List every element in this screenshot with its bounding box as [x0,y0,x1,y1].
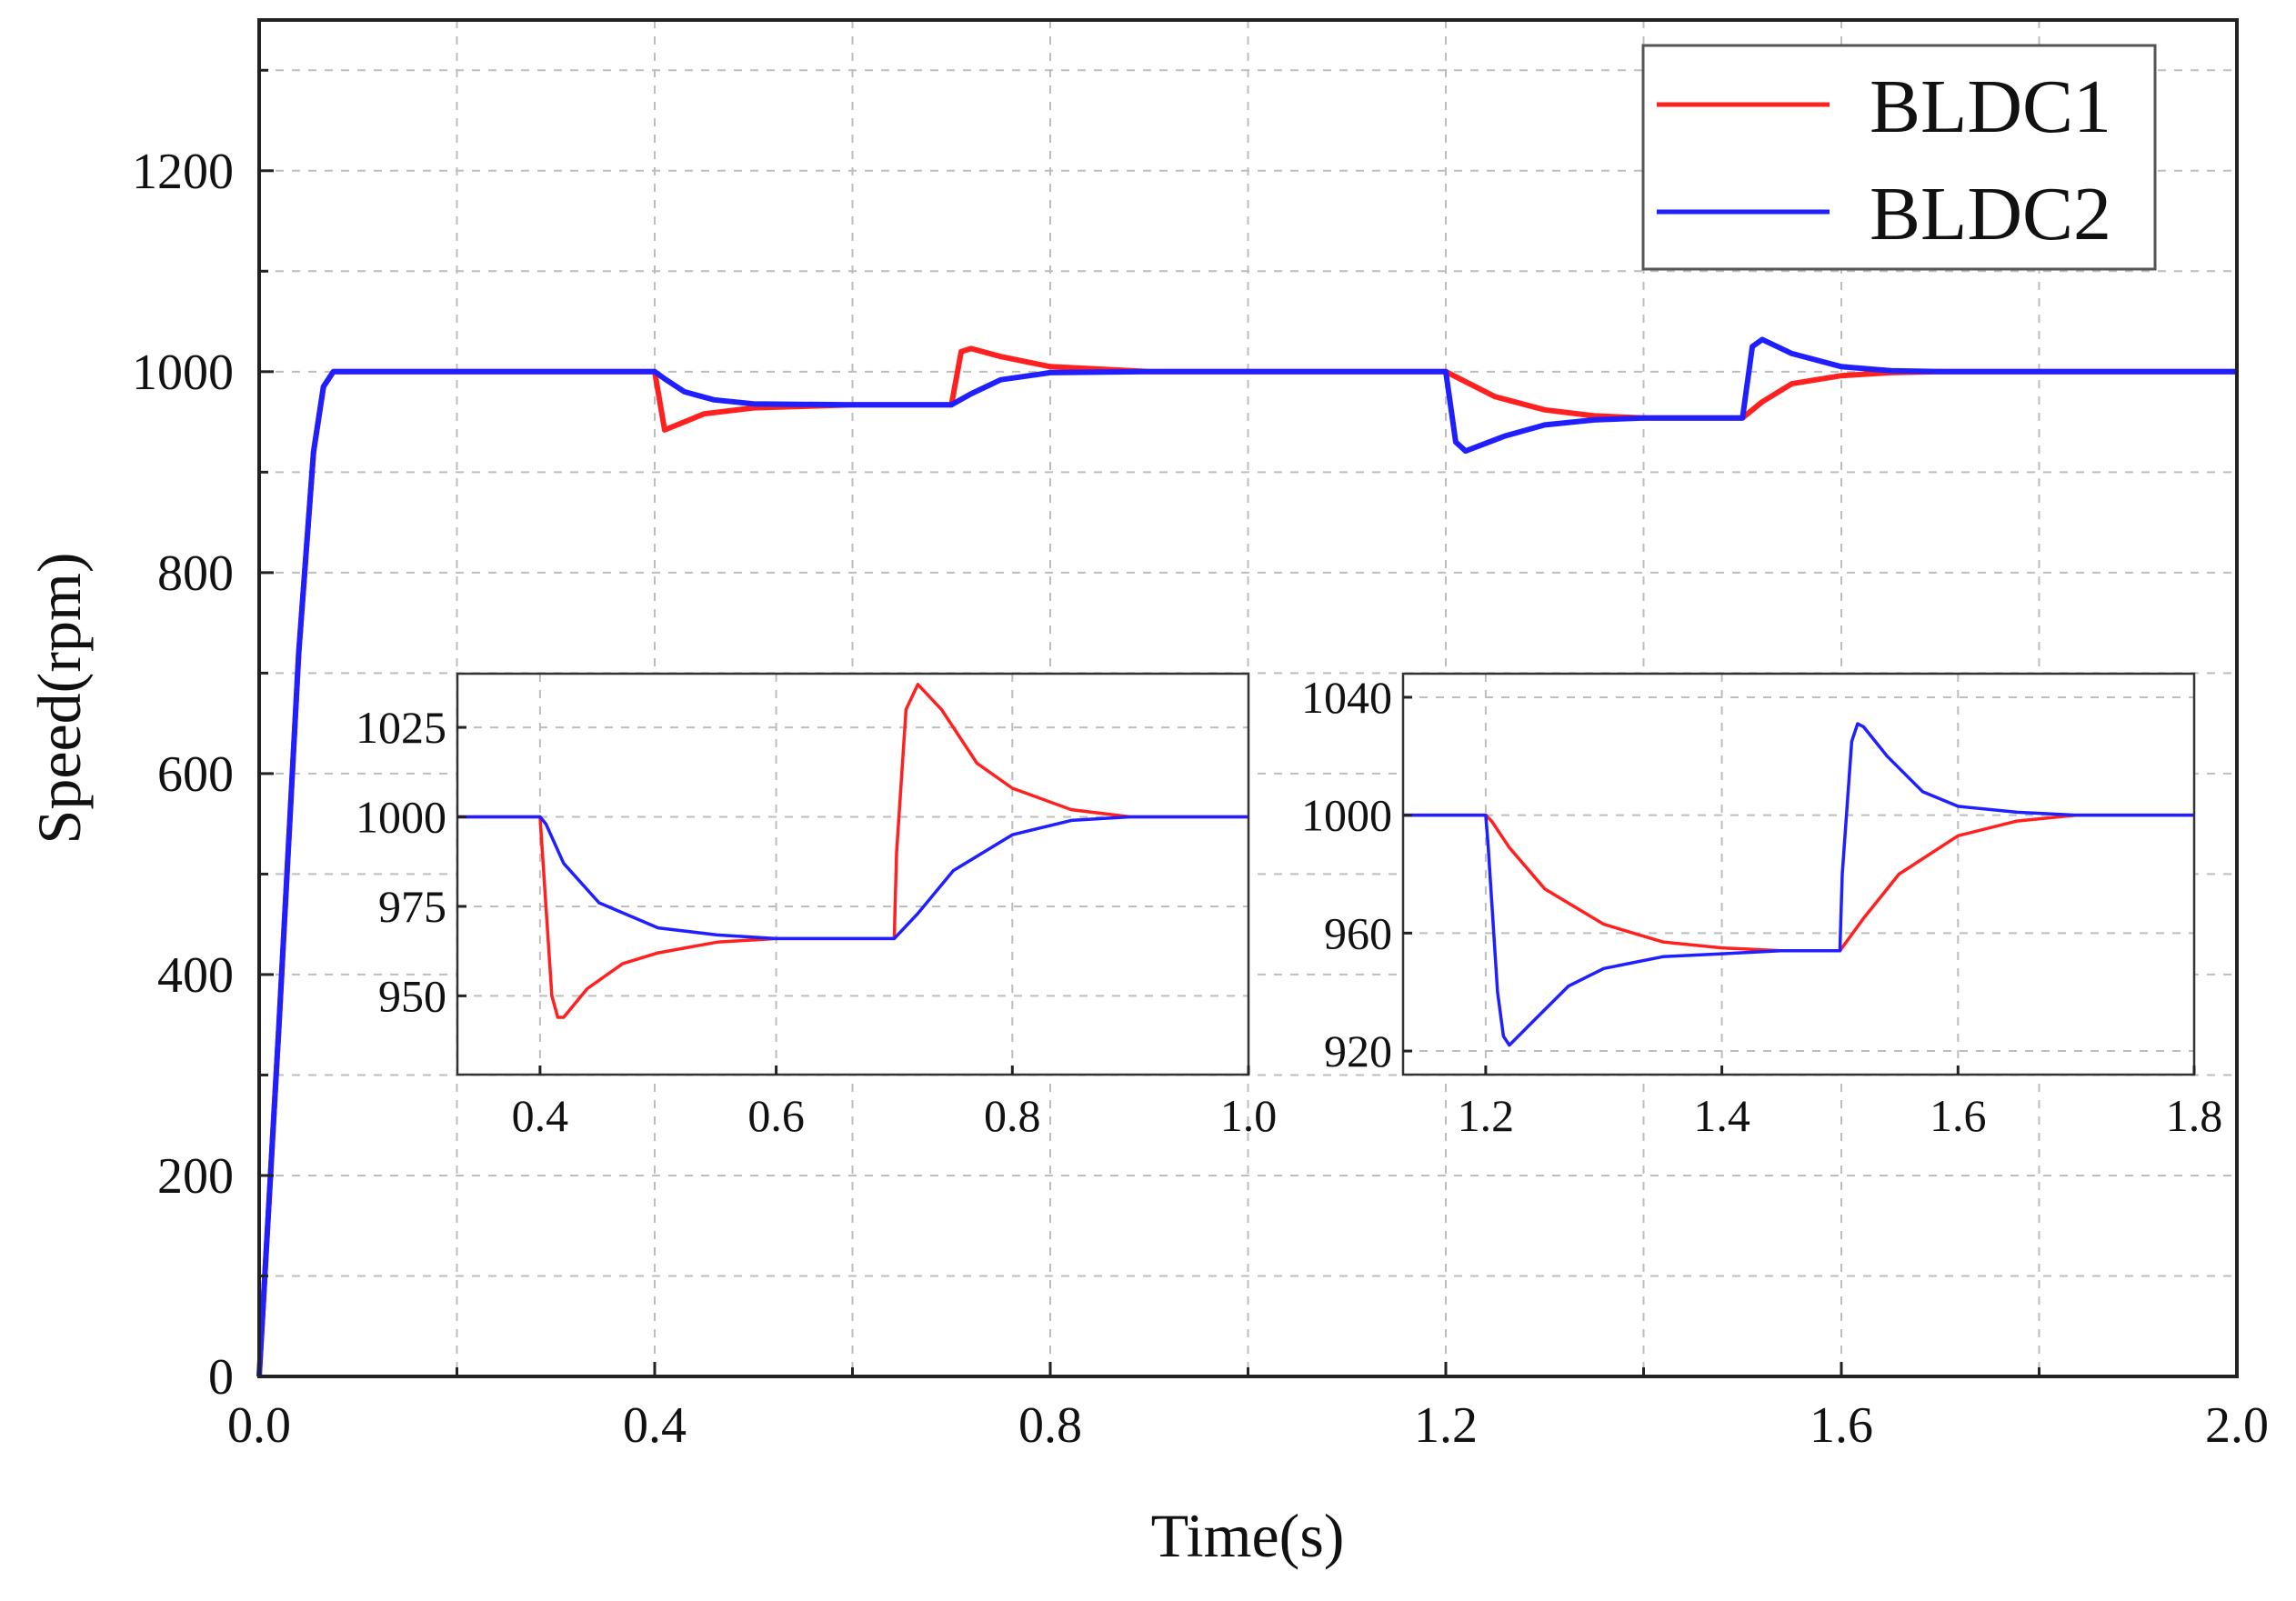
inset-background [1403,674,2194,1075]
main-series-lines [256,336,2237,1377]
inset-y-tick-label: 1025 [356,702,446,753]
inset-series-line-bldc2 [457,815,1248,941]
inset-frame [1401,672,2196,1076]
y-tick-label: 1200 [132,144,234,200]
y-tick-label: 200 [157,1148,234,1205]
x-tick-label: 0.4 [623,1397,687,1454]
series-line-bldc2 [256,336,2237,1377]
x-tick-label: 1.6 [1810,1397,1873,1454]
inset-content [457,674,1248,1075]
x-tick-label: 2.0 [2205,1397,2269,1454]
inset-x-tick-label: 0.6 [747,1090,805,1141]
inset-x-tick-label: 0.4 [512,1090,569,1141]
y-tick-label: 800 [157,545,234,602]
x-tick-label: 1.2 [1414,1397,1478,1454]
inset-x-tick-label: 1.8 [2166,1090,2223,1141]
y-tick-label: 1000 [132,345,234,401]
inset-y-tick-label: 960 [1324,907,1392,958]
inset-x-tick-label: 1.2 [1458,1090,1515,1141]
inset-background [457,674,1248,1075]
inset-content [1403,674,2194,1075]
y-tick-label: 600 [157,746,234,803]
inset-series-line-bldc2 [1403,722,2194,1047]
y-tick-label: 400 [157,947,234,1004]
inset-frame [456,672,1250,1076]
x-tick-label: 0.8 [1018,1397,1082,1454]
inset-y-tick-label: 1040 [1301,672,1392,723]
inset-x-tick-label: 1.0 [1220,1090,1278,1141]
inset-right-plot: 1.2 1.4 1.6 1.8 920 960 1000 1040 [1301,672,2222,1141]
inset-x-tick-label: 1.4 [1693,1090,1750,1141]
inset-y-tick-label: 1000 [1301,790,1392,841]
inset-y-tick-label: 920 [1324,1026,1392,1076]
legend-label-bldc2: BLDC2 [1870,172,2111,256]
y-tick-label: 0 [208,1349,234,1406]
main-ticks: 0.0 0.4 0.8 1.2 1.6 2.0 0 200 400 600 800 1000 1200 [132,68,2269,1454]
legend-label-bldc1: BLDC1 [1870,65,2111,149]
legend: BLDC1 BLDC2 [1641,44,2157,271]
x-tick-label: 0.0 [227,1397,291,1454]
inset-x-tick-label: 1.6 [1930,1090,1987,1141]
inset-y-tick-label: 975 [378,881,446,932]
legend-box [1641,44,2157,271]
inset-y-tick-label: 1000 [356,792,446,843]
x-axis-title: Time(s) [1151,1501,1345,1570]
inset-left-plot: 0.4 0.6 0.8 1.0 950 975 1000 1025 [356,672,1278,1141]
inset-y-tick-label: 950 [378,970,446,1021]
y-axis-title: Speed(rpm) [25,552,94,844]
inset-x-tick-label: 0.8 [984,1090,1041,1141]
